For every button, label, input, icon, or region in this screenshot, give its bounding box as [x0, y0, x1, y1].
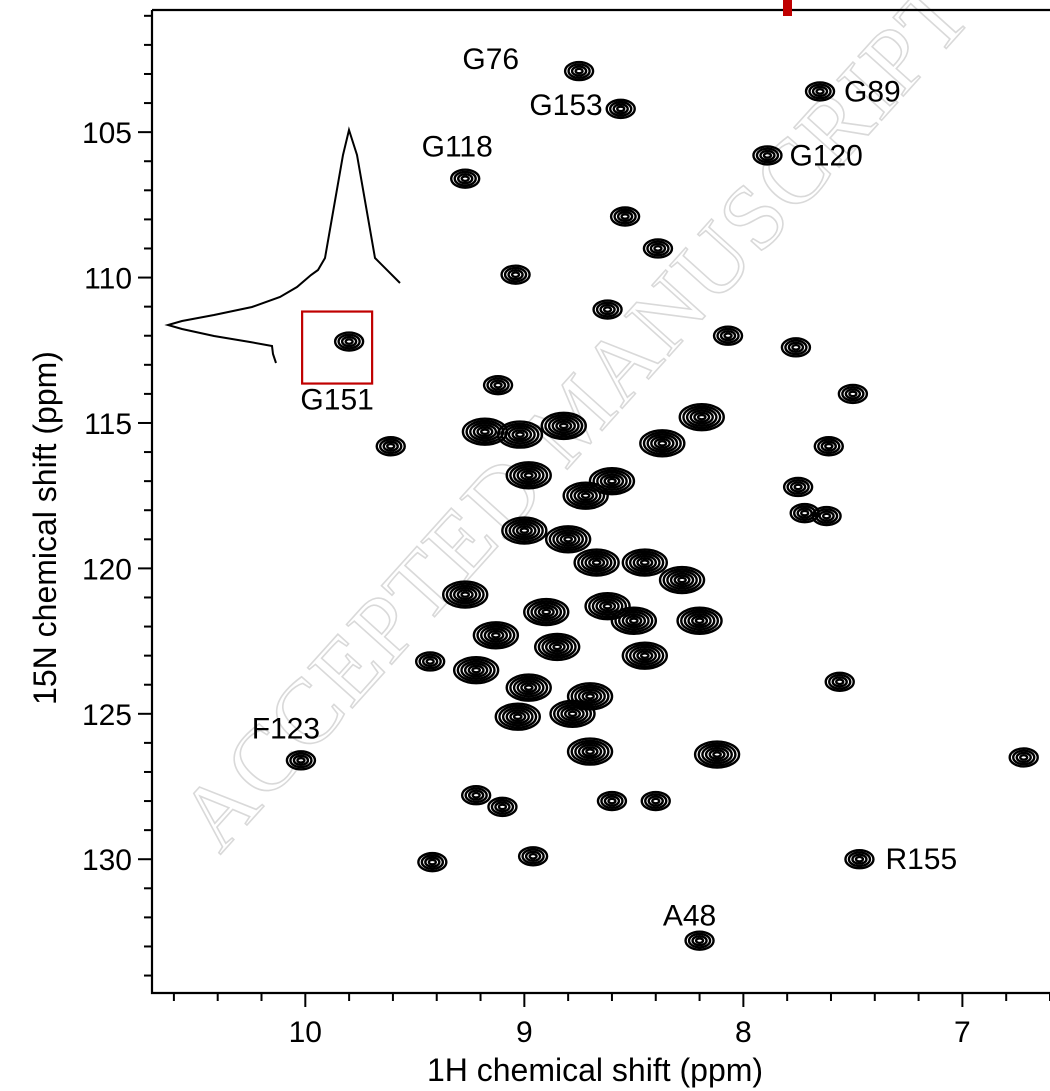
peak — [588, 466, 636, 496]
peak — [837, 383, 869, 405]
y-tick-label: 125 — [82, 699, 132, 732]
axis-lines — [150, 10, 1050, 995]
peak — [639, 429, 686, 458]
peak — [442, 580, 489, 609]
peak — [609, 206, 641, 227]
peak — [610, 606, 658, 635]
peak — [417, 851, 448, 873]
peak — [517, 846, 549, 867]
peak-label-a48: A48 — [663, 900, 716, 933]
projection-line — [164, 126, 401, 364]
peak — [824, 671, 855, 693]
peak — [789, 502, 820, 524]
peak — [540, 411, 587, 441]
peak — [678, 402, 725, 432]
peak — [494, 702, 541, 731]
peak — [782, 476, 814, 498]
peak-r155 — [844, 849, 875, 870]
red-marker — [783, 0, 792, 16]
peak-label-r155: R155 — [885, 843, 957, 876]
peak — [414, 651, 446, 672]
peak — [452, 655, 500, 685]
peak-g153 — [605, 98, 636, 120]
peak — [780, 337, 812, 358]
x-axis-title: 1H chemical shift (ppm) — [427, 1052, 763, 1088]
y-tick-label: 115 — [84, 408, 132, 441]
peak-g120 — [752, 145, 783, 166]
peak — [375, 436, 406, 457]
peak — [1008, 747, 1039, 768]
peak — [621, 548, 669, 577]
y-tick-label: 105 — [82, 117, 132, 150]
peak — [472, 621, 520, 650]
peak — [712, 325, 744, 346]
peak — [461, 417, 509, 446]
x-tick-label: 7 — [954, 1016, 971, 1049]
peak-label-g89: G89 — [844, 75, 901, 108]
peak-label-g76: G76 — [462, 43, 519, 76]
y-tick-label: 120 — [82, 553, 132, 586]
g151-highlight-box — [301, 310, 374, 385]
peak-labels: G76 G89 G153 G118 G120 G151 F123 R155 A48 — [252, 43, 957, 933]
x-tick-label: 10 — [289, 1016, 322, 1049]
peak-g89 — [804, 81, 836, 102]
y-axis-title: 15N chemical shift (ppm) — [27, 351, 63, 705]
peak — [592, 299, 623, 320]
peak-g151 — [333, 331, 365, 352]
peak — [544, 525, 592, 554]
peaks-layer — [285, 60, 1039, 951]
g151-projection-trace — [164, 126, 401, 385]
peak — [460, 785, 492, 806]
x-axis: 10 9 8 7 — [172, 993, 1050, 1049]
peak — [573, 548, 620, 577]
peak — [658, 565, 706, 595]
peak-label-g118: G118 — [422, 131, 493, 164]
peak-label-g151: G151 — [300, 384, 373, 417]
peak-f123 — [285, 750, 317, 771]
y-axis: 105 110 115 120 125 130 — [82, 14, 152, 977]
x-tick-label: 8 — [735, 1016, 752, 1049]
peak — [693, 740, 741, 769]
peak — [813, 436, 844, 457]
peak — [501, 516, 548, 545]
peak — [505, 461, 552, 490]
peak-label-g120: G120 — [789, 139, 862, 172]
peak-g118 — [450, 168, 481, 189]
peak — [533, 632, 581, 662]
peak — [640, 790, 671, 812]
peak — [482, 374, 514, 396]
y-tick-label: 130 — [82, 844, 132, 877]
peak — [676, 606, 723, 635]
peak — [621, 641, 669, 670]
peak — [487, 796, 518, 818]
peak — [562, 481, 609, 510]
peak-g76 — [563, 60, 595, 82]
peak — [596, 790, 628, 812]
x-tick-label: 9 — [516, 1016, 533, 1049]
peak — [500, 264, 531, 285]
peak — [566, 737, 614, 766]
y-tick-label: 110 — [84, 263, 132, 296]
peak-label-g153: G153 — [529, 89, 602, 122]
peak — [505, 673, 552, 702]
peak — [549, 699, 596, 729]
plot-frame — [150, 0, 1050, 995]
peak-a48 — [684, 930, 715, 951]
peak — [584, 591, 631, 621]
peak-label-f123: F123 — [252, 712, 320, 745]
peak — [523, 597, 570, 627]
peak — [642, 238, 674, 259]
